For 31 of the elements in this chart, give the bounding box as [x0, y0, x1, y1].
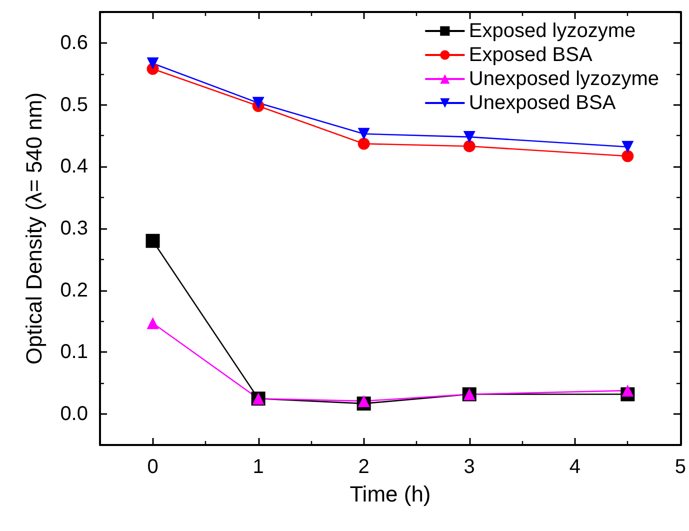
point — [622, 384, 634, 397]
point — [252, 96, 264, 109]
point — [463, 130, 476, 143]
y-tick-label: 0.1 — [60, 341, 88, 364]
point — [358, 395, 370, 408]
point — [146, 234, 160, 248]
x-axis-title: Time (h) — [350, 482, 431, 506]
y-tick-label: 0.3 — [60, 218, 88, 240]
y-tick-label: 0.6 — [60, 32, 88, 54]
point — [622, 150, 634, 162]
y-tick-label: 0.4 — [60, 156, 88, 178]
legend-label: Unexposed BSA — [468, 92, 616, 114]
y-axis-title: Optical Density (λ= 540 nm) — [22, 92, 46, 365]
point — [463, 140, 476, 152]
x-tick-label: 3 — [464, 456, 475, 478]
x-tick-label: 2 — [358, 456, 370, 478]
x-tick-label: 4 — [569, 456, 580, 478]
y-tick-label: 0.2 — [60, 279, 88, 302]
point — [146, 57, 159, 70]
y-tick-label: 0.0 — [60, 403, 88, 426]
point — [622, 140, 634, 153]
x-tick-label: 1 — [252, 456, 264, 478]
x-tick-label: 0 — [147, 456, 158, 478]
legend-label: Unexposed lyzozyme — [468, 68, 660, 90]
point — [358, 128, 370, 140]
y-tick-label: 0.5 — [60, 94, 88, 116]
legend-label: Exposed BSA — [468, 44, 593, 66]
point — [146, 317, 159, 330]
legend-label: Exposed lyzozyme — [468, 20, 636, 42]
x-tick-label: 5 — [674, 456, 686, 478]
point — [358, 138, 370, 150]
